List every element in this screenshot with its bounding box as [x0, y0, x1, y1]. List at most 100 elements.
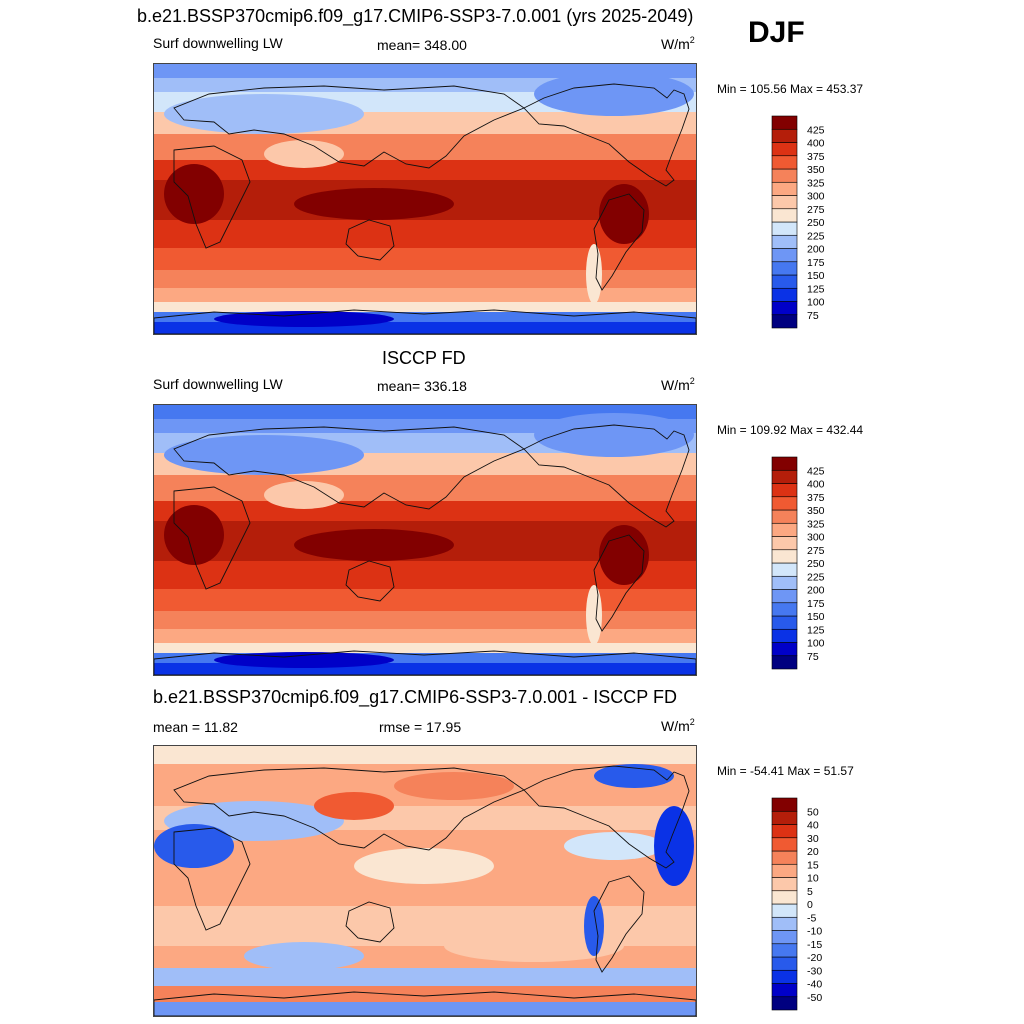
colorbar-tick-label: 350 — [807, 505, 825, 517]
panel-1-mean-label: mean= 348.00 — [377, 37, 467, 53]
map-band — [154, 1002, 696, 1016]
colorbar-tick-label: 275 — [807, 204, 825, 216]
coastline — [154, 650, 696, 675]
colorbar-swatch — [771, 234, 798, 249]
colorbar-tick-label: 275 — [807, 545, 825, 557]
map-region — [534, 72, 694, 116]
coastline — [523, 765, 690, 869]
coastline — [173, 486, 251, 590]
coastline — [173, 85, 525, 169]
colorbar-tick-label: 400 — [807, 138, 825, 150]
map-region — [534, 413, 694, 457]
colorbar-swatch — [771, 837, 798, 852]
colorbar-tick-label: 375 — [807, 151, 825, 163]
panel-3-min-max: Min = -54.41 Max = 51.57 — [717, 764, 854, 778]
map-band — [154, 134, 696, 160]
map-band — [154, 589, 696, 611]
colorbar-swatch — [771, 536, 798, 551]
colorbar-swatch — [771, 930, 798, 945]
panel-2-mean-label: mean= 336.18 — [377, 378, 467, 394]
colorbar-swatch — [771, 469, 798, 484]
colorbar-tick-label: 175 — [807, 598, 825, 610]
map-region — [586, 585, 602, 645]
colorbar-swatch — [771, 456, 798, 471]
colorbar-tick-label: 225 — [807, 571, 825, 583]
colorbar-swatch — [771, 943, 798, 958]
map-band — [154, 270, 696, 288]
map-band — [154, 629, 696, 643]
map-band — [154, 302, 696, 312]
map-band — [154, 160, 696, 180]
colorbar-swatch — [771, 483, 798, 498]
map-region — [314, 792, 394, 820]
colorbar-swatch — [771, 602, 798, 617]
colorbar-tick-label: -15 — [807, 939, 822, 951]
panel-1-min-max: Min = 105.56 Max = 453.37 — [717, 82, 864, 96]
colorbar-swatch — [771, 195, 798, 210]
colorbar-swatch — [771, 314, 798, 329]
coastline — [523, 424, 690, 528]
colorbar-swatch — [771, 983, 798, 998]
map-region — [264, 140, 344, 168]
map-region — [154, 824, 234, 868]
colorbar-tick-label: 15 — [807, 859, 819, 871]
map-region — [294, 529, 454, 561]
colorbar-tick-label: 200 — [807, 244, 825, 256]
panel-3-rmse-label: rmse = 17.95 — [379, 719, 462, 735]
colorbar-tick-label: 325 — [807, 177, 825, 189]
colorbar-swatch — [771, 128, 798, 143]
colorbar-swatch — [771, 589, 798, 604]
colorbar-swatch — [771, 274, 798, 289]
colorbar-swatch — [771, 155, 798, 170]
colorbar-tick-label: 125 — [807, 624, 825, 636]
coastline — [173, 767, 525, 851]
coastline — [154, 991, 696, 1016]
panel-2-title: ISCCP FD — [382, 348, 466, 368]
panel-3-map — [153, 745, 697, 1017]
colorbar-swatch — [771, 615, 798, 630]
colorbar-swatch — [771, 115, 798, 130]
map-region — [294, 188, 454, 220]
map-band — [154, 746, 696, 764]
colorbar-tick-label: 400 — [807, 479, 825, 491]
colorbar-swatch — [771, 877, 798, 892]
colorbar-swatch — [771, 890, 798, 905]
colorbar-tick-label: 150 — [807, 270, 825, 282]
map-background — [154, 405, 696, 419]
colorbar-tick-label: 425 — [807, 465, 825, 477]
colorbar-tick-label: 150 — [807, 611, 825, 623]
map-region — [164, 94, 364, 134]
coastline — [173, 827, 251, 931]
colorbar-swatch — [771, 850, 798, 865]
colorbar-swatch — [771, 221, 798, 236]
map-region — [444, 930, 624, 962]
colorbar-swatch — [771, 956, 798, 971]
colorbar-swatch — [771, 287, 798, 302]
colorbar-swatch — [771, 261, 798, 276]
map-band — [154, 501, 696, 521]
colorbar-tick-label: 0 — [807, 899, 813, 911]
panel-1-title: b.e21.BSSP370cmip6.f09_g17.CMIP6-SSP3-7.… — [137, 6, 694, 26]
panel-3-title: b.e21.BSSP370cmip6.f09_g17.CMIP6-SSP3-7.… — [153, 687, 677, 707]
map-region — [599, 525, 649, 585]
colorbar-swatch — [771, 522, 798, 537]
colorbar-swatch — [771, 142, 798, 157]
colorbar-swatch — [771, 996, 798, 1011]
colorbar-tick-label: 375 — [807, 492, 825, 504]
colorbar-tick-label: -50 — [807, 992, 822, 1004]
map-region — [354, 848, 494, 884]
colorbar-tick-label: 10 — [807, 873, 819, 885]
map-band — [154, 288, 696, 302]
map-region — [164, 505, 224, 565]
colorbar-tick-label: 300 — [807, 191, 825, 203]
map-band — [154, 475, 696, 501]
coastline — [173, 426, 525, 510]
colorbar-swatch — [771, 628, 798, 643]
panel-3-colorbar: -50 -40 -30 -20 -15 -10 -5 0 5 10 15 20 30 40 50 — [771, 797, 842, 1015]
colorbar-tick-label: 300 — [807, 532, 825, 544]
colorbar-swatch — [771, 863, 798, 878]
panel-2-variable-label: Surf downwelling LW — [153, 376, 283, 392]
colorbar-tick-label: 250 — [807, 217, 825, 229]
map-band — [154, 968, 696, 986]
colorbar-swatch — [771, 797, 798, 812]
